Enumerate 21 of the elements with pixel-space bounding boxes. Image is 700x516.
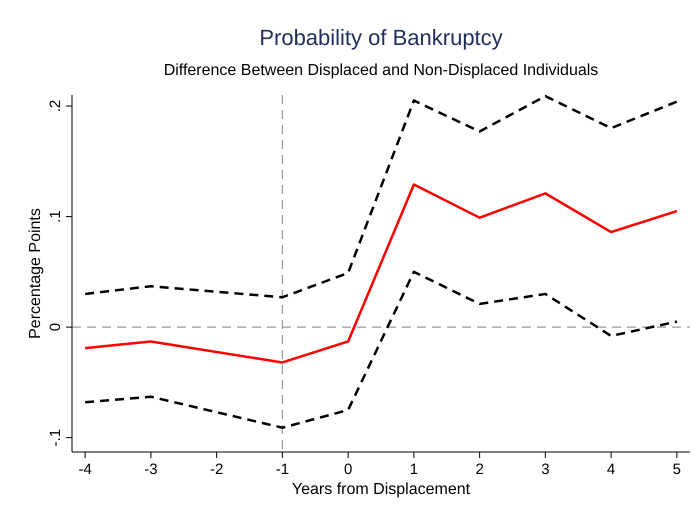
y-axis-title: Percentage Points (27, 208, 44, 339)
line-series (84, 270, 678, 429)
line-series (84, 183, 678, 364)
y-tick-label: -.1 (47, 428, 64, 446)
x-tick-label: -2 (210, 461, 224, 478)
y-tick-label: .2 (47, 100, 64, 112)
line-series (84, 94, 678, 299)
x-axis-title: Years from Displacement (292, 481, 471, 498)
x-tick-label: -4 (78, 461, 92, 478)
x-tick-label: 1 (410, 461, 418, 478)
x-tick-label: 5 (672, 461, 682, 478)
chart-subtitle: Difference Between Displaced and Non-Displaced Individuals (164, 62, 598, 79)
x-tick-label: 4 (606, 461, 616, 478)
y-tick-label: .1 (47, 210, 64, 223)
x-tick-label: -1 (276, 461, 290, 478)
x-tick-label: 2 (475, 461, 484, 478)
x-tick-label: 3 (541, 461, 550, 478)
x-tick-label: -3 (144, 461, 158, 478)
x-tick-label: 0 (344, 461, 352, 478)
chart-title: Probability of Bankruptcy (259, 25, 503, 50)
y-tick-label: 0 (47, 322, 64, 332)
